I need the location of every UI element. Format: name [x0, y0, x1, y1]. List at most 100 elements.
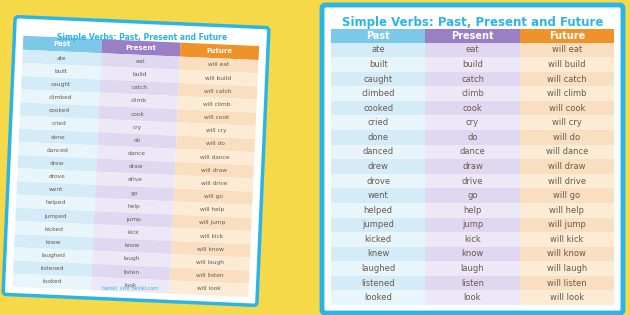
Bar: [94, 211, 173, 228]
Text: will catch: will catch: [547, 75, 587, 83]
Text: eat: eat: [466, 45, 479, 54]
Text: will jump: will jump: [199, 220, 226, 226]
Text: Past: Past: [366, 31, 390, 41]
Bar: [178, 83, 258, 100]
Text: looked: looked: [364, 293, 392, 302]
Text: will climb: will climb: [203, 102, 231, 107]
Bar: [520, 57, 614, 72]
Bar: [13, 261, 92, 277]
Bar: [180, 43, 259, 60]
Bar: [23, 36, 102, 53]
Text: draw: draw: [129, 164, 143, 169]
Bar: [14, 234, 93, 251]
Text: knew: knew: [367, 249, 389, 259]
Text: listened: listened: [362, 279, 395, 288]
Text: twinkl  visit twinkl.com: twinkl visit twinkl.com: [102, 286, 158, 291]
Text: will look: will look: [197, 286, 221, 291]
Bar: [331, 159, 425, 174]
Text: will cook: will cook: [549, 104, 585, 113]
Text: Simple Verbs: Past, Present and Future: Simple Verbs: Past, Present and Future: [342, 16, 603, 29]
Text: will look: will look: [550, 293, 584, 302]
Bar: [331, 101, 425, 116]
FancyBboxPatch shape: [3, 17, 269, 305]
Bar: [21, 76, 100, 93]
Text: looked: looked: [42, 279, 62, 284]
Bar: [171, 241, 251, 258]
Bar: [331, 261, 425, 276]
Text: eat: eat: [135, 59, 145, 64]
Bar: [176, 123, 256, 139]
Text: will help: will help: [549, 206, 585, 215]
Text: ate: ate: [371, 45, 385, 54]
Text: Simple Verbs: Past, Present and Future: Simple Verbs: Past, Present and Future: [57, 33, 227, 42]
Bar: [331, 203, 425, 218]
Bar: [520, 86, 614, 101]
Text: will eat: will eat: [552, 45, 582, 54]
Text: will know: will know: [547, 249, 587, 259]
Bar: [520, 232, 614, 247]
Bar: [176, 136, 255, 152]
Bar: [180, 57, 258, 73]
Bar: [21, 63, 101, 79]
Text: drove: drove: [48, 174, 65, 179]
Text: drove: drove: [366, 177, 390, 186]
Bar: [520, 261, 614, 276]
Text: will drive: will drive: [200, 181, 227, 186]
Bar: [331, 130, 425, 145]
Bar: [425, 247, 520, 261]
Text: will kick: will kick: [200, 233, 223, 238]
Text: cried: cried: [52, 121, 66, 126]
Text: look: look: [464, 293, 481, 302]
Bar: [96, 158, 175, 175]
Text: do: do: [467, 133, 478, 142]
Text: will draw: will draw: [202, 168, 227, 173]
Text: ate: ate: [57, 55, 67, 60]
Text: caught: caught: [364, 75, 392, 83]
Bar: [95, 185, 174, 201]
Bar: [98, 119, 177, 136]
Bar: [93, 238, 172, 254]
Bar: [520, 159, 614, 174]
Text: danced: danced: [47, 148, 69, 153]
Bar: [425, 86, 520, 101]
Text: catch: catch: [131, 85, 147, 90]
Text: draw: draw: [462, 162, 483, 171]
Bar: [169, 280, 249, 297]
Bar: [425, 188, 520, 203]
Bar: [19, 129, 98, 145]
Bar: [425, 72, 520, 86]
Text: Present: Present: [125, 45, 156, 51]
Bar: [425, 159, 520, 174]
Bar: [14, 247, 93, 264]
Bar: [96, 172, 175, 188]
Bar: [22, 50, 101, 66]
Bar: [520, 218, 614, 232]
Text: kick: kick: [127, 230, 139, 235]
Bar: [331, 188, 425, 203]
Bar: [425, 101, 520, 116]
Bar: [91, 277, 170, 294]
Text: will know: will know: [197, 247, 224, 252]
Text: will build: will build: [205, 76, 231, 81]
Bar: [100, 66, 180, 83]
Bar: [425, 203, 520, 218]
Bar: [520, 116, 614, 130]
Bar: [331, 247, 425, 261]
Text: do: do: [133, 138, 140, 143]
Bar: [14, 221, 94, 238]
Bar: [97, 145, 176, 162]
Text: go: go: [131, 191, 138, 196]
Bar: [16, 195, 95, 211]
Text: jumped: jumped: [362, 220, 394, 229]
Bar: [173, 201, 252, 218]
Text: will laugh: will laugh: [547, 264, 587, 273]
Text: climb: climb: [130, 99, 147, 104]
Text: laugh: laugh: [123, 256, 140, 261]
Text: will build: will build: [548, 60, 585, 69]
Text: will do: will do: [206, 141, 225, 146]
Bar: [20, 102, 99, 119]
Text: drive: drive: [462, 177, 483, 186]
Text: climbed: climbed: [49, 95, 72, 100]
Bar: [331, 72, 425, 86]
Text: jump: jump: [462, 220, 483, 229]
